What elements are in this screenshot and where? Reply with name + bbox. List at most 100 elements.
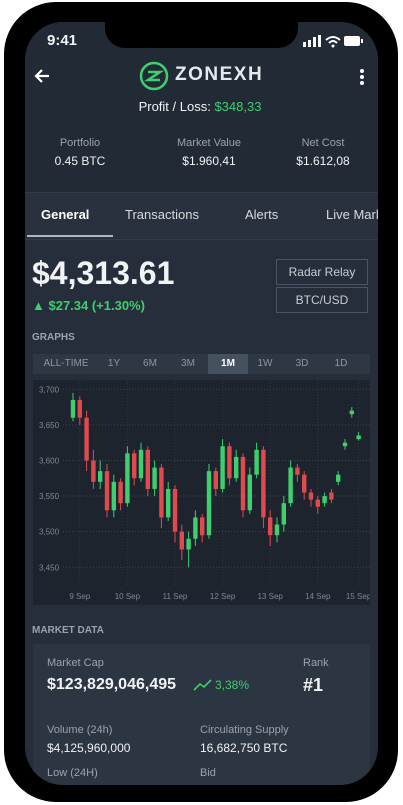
back-arrow[interactable] [33, 68, 51, 84]
tab[interactable]: Live Market [326, 207, 378, 222]
range-option[interactable]: 3D [295, 358, 309, 369]
range-option[interactable]: 3M [181, 358, 195, 369]
tab[interactable]: Alerts [245, 207, 279, 222]
candle-body [342, 442, 348, 447]
range-option[interactable]: ALL-TIME [43, 358, 89, 369]
candle-body [145, 449, 150, 489]
candle-body [349, 410, 354, 415]
label: Low (24H) [47, 767, 98, 779]
section-title: GRAPHS [32, 332, 75, 343]
x-tick-label: 13 Sep [258, 592, 284, 601]
screen: 9:41 ZONEXH Profit / Loss: $348,33 Portf… [25, 22, 378, 785]
x-tick-label: 12 Sep [210, 592, 236, 601]
button[interactable]: BTC/USD [276, 287, 368, 313]
tab-bar [25, 192, 378, 240]
tab[interactable]: Transactions [125, 207, 199, 222]
candle-body [104, 471, 110, 511]
y-tick-label: 3,550 [39, 492, 60, 501]
candle-body [213, 471, 218, 489]
candlestick-chart: 3,450 3,500 3,550 3,600 3,650 3,700 9 Sep 10 Se… [33, 380, 370, 605]
candle-body [118, 481, 123, 504]
candle-body [240, 456, 246, 511]
range-active [208, 354, 248, 374]
market-card [33, 644, 370, 785]
stat-label: Net Cost [301, 137, 345, 149]
x-tick-label: 15 Sep [346, 592, 370, 601]
candle-body [220, 446, 225, 489]
candle-body [111, 481, 116, 511]
label: Rank [303, 657, 329, 669]
candle-body [356, 435, 361, 440]
rank: #1 [303, 675, 324, 695]
range-option[interactable]: 1Y [107, 358, 121, 369]
candle-body [254, 449, 259, 475]
candle-body [247, 474, 252, 511]
candle-body [152, 467, 157, 489]
candle-body [179, 531, 184, 550]
label: Bid [200, 767, 216, 779]
candle-body [281, 503, 286, 525]
range-option[interactable]: 1D [334, 358, 348, 369]
candle-body [288, 467, 293, 504]
cap-change: 3,38% [215, 678, 250, 692]
candle-body [125, 453, 130, 504]
logo-icon [139, 61, 169, 91]
label: Volume (24h) [47, 724, 113, 736]
menu-button[interactable] [359, 68, 365, 86]
range-option[interactable]: 1W [257, 358, 273, 369]
candle-body [77, 399, 82, 418]
candle-body [315, 499, 320, 507]
candle-body [261, 449, 266, 518]
y-tick-label: 3,450 [39, 563, 60, 572]
candle-body [329, 492, 334, 500]
candle-body [200, 517, 205, 536]
range-option[interactable]: 6M [143, 358, 157, 369]
section-title: MARKET DATA [32, 625, 104, 636]
candle-body [308, 492, 314, 500]
y-tick-label: 3,650 [39, 421, 60, 430]
profit-row: Profit / Loss: $348,33 [139, 99, 262, 114]
candle-body [193, 517, 198, 539]
range-option[interactable]: 1M [221, 358, 235, 369]
candle-body [322, 496, 327, 504]
trend-icon [193, 679, 212, 691]
candle-body [227, 446, 232, 479]
profit-value: $348,33 [214, 99, 262, 114]
status-icons [303, 35, 363, 48]
x-tick-label: 14 Sep [305, 592, 331, 601]
tab[interactable]: General [41, 207, 90, 222]
x-tick-label: 9 Sep [69, 592, 90, 601]
candle-body [268, 517, 273, 536]
label: Market Cap [47, 657, 104, 669]
candle-body [138, 449, 144, 479]
candle-body [186, 538, 191, 550]
profit-label: Profit / Loss: [138, 99, 211, 114]
candle-body [166, 488, 171, 518]
stat-value: $1.960,41 [182, 154, 236, 168]
price-change-row: ▲ $27.34 (+1.30%) [32, 298, 145, 313]
candle-body [206, 471, 212, 536]
market-cap: $123,829,046,495 [47, 676, 177, 693]
y-tick-label: 3,600 [39, 456, 60, 465]
button[interactable]: Radar Relay [276, 259, 368, 285]
candle-body [172, 488, 178, 532]
supply: 16,682,750 BTC [200, 741, 288, 755]
candle-body [70, 399, 76, 418]
stat-value: $1.612,08 [296, 154, 350, 168]
stat-value: 0.45 BTC [54, 154, 106, 168]
status-time: 9:41 [47, 32, 78, 49]
x-tick-label: 11 Sep [163, 592, 188, 601]
stat-label: Portfolio [59, 137, 101, 149]
range-bar: ALL-TIME 1Y 6M 3M 1M 1W 3D 1D [33, 354, 370, 374]
tab-underline [27, 235, 113, 237]
y-tick-label: 3,700 [39, 385, 60, 394]
brand: ZONEXH [175, 64, 264, 85]
candle-body [84, 417, 89, 461]
header-bg [25, 22, 378, 192]
candle-body [336, 474, 341, 482]
candle-body [234, 456, 239, 479]
label: Circulating Supply [200, 724, 289, 736]
y-tick-label: 3,500 [39, 528, 60, 537]
volume: $4,125,960,000 [47, 741, 131, 755]
